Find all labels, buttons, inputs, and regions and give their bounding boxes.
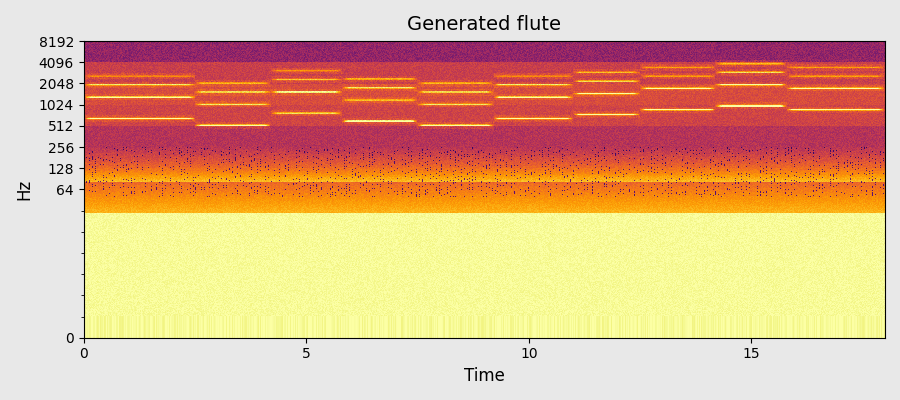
Y-axis label: Hz: Hz xyxy=(15,179,33,200)
Title: Generated flute: Generated flute xyxy=(408,15,562,34)
X-axis label: Time: Time xyxy=(464,367,505,385)
